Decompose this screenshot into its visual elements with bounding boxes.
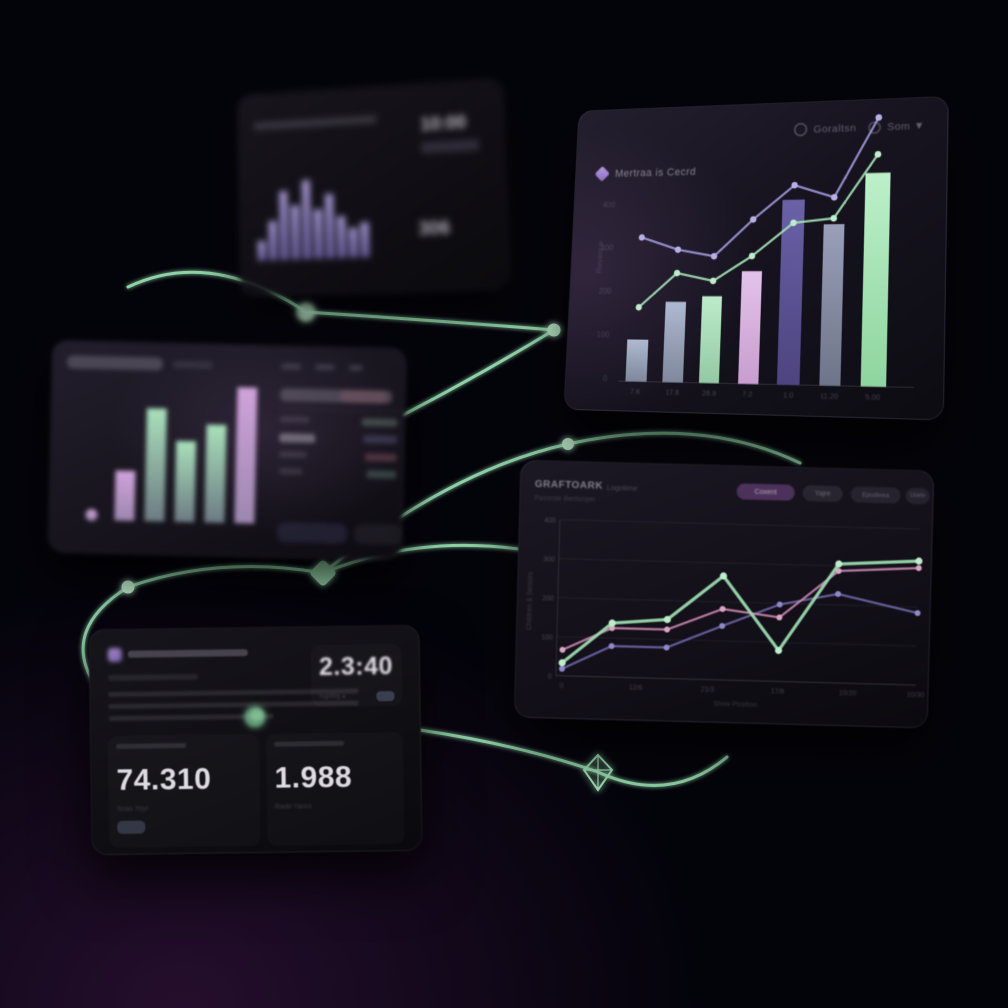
svg-text:300: 300 [543, 556, 555, 563]
svg-text:200: 200 [542, 595, 554, 602]
svg-text:Children & Seniors: Children & Seniors [526, 571, 535, 630]
svg-text:10/20: 10/20 [839, 690, 857, 697]
svg-text:0: 0 [559, 683, 563, 690]
svg-text:10/30: 10/30 [907, 692, 925, 699]
svg-text:5.00: 5.00 [865, 393, 880, 402]
svg-text:21/3: 21/3 [701, 686, 715, 693]
svg-text:7.2: 7.2 [742, 390, 752, 399]
svg-text:17.8: 17.8 [665, 388, 679, 397]
svg-text:Show Position: Show Position [713, 701, 758, 709]
svg-text:7.6: 7.6 [630, 387, 640, 396]
svg-text:400: 400 [544, 517, 556, 524]
svg-text:17/8: 17/8 [771, 688, 785, 695]
svg-text:1.0: 1.0 [783, 391, 794, 400]
svg-text:0: 0 [548, 673, 552, 680]
svg-text:306: 306 [418, 216, 450, 239]
svg-text:100: 100 [541, 634, 553, 641]
svg-text:12/6: 12/6 [629, 685, 643, 692]
svg-text:28.9: 28.9 [702, 389, 716, 398]
svg-text:11.20: 11.20 [820, 392, 839, 401]
